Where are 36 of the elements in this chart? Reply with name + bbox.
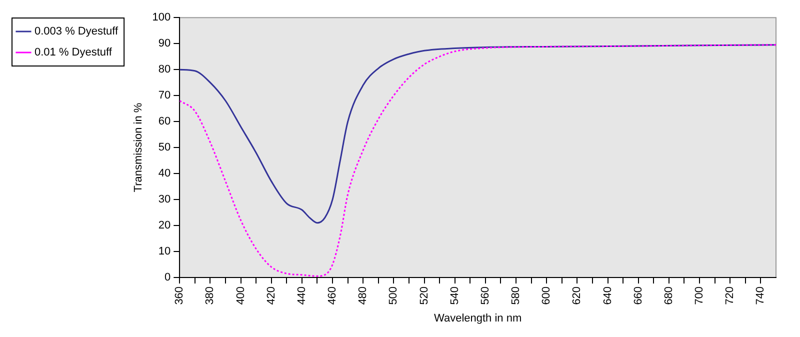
y-tick-label: 90 — [158, 38, 171, 50]
x-tick-label: 400 — [234, 286, 247, 305]
x-tick-label: 520 — [418, 286, 430, 305]
x-tick-label: 380 — [204, 286, 216, 305]
x-axis-title: Wavelength in nm — [434, 312, 522, 324]
x-tick-label: 680 — [662, 286, 675, 305]
x-tick-label: 720 — [724, 286, 736, 305]
legend-label: 0.01 % Dyestuff — [34, 46, 113, 59]
legend-label: 0.003 % Dyestuff — [34, 26, 120, 38]
x-tick-label: 600 — [540, 286, 553, 305]
x-tick-label: 640 — [602, 286, 614, 305]
y-tick-label: 40 — [158, 168, 171, 180]
y-tick-label: 70 — [158, 90, 171, 102]
x-tick-label: 740 — [754, 286, 767, 305]
x-tick-label: 420 — [265, 286, 278, 305]
y-axis-title: Transmission in % — [132, 102, 145, 192]
x-tick-label: 660 — [632, 286, 644, 305]
line-series — [180, 44, 776, 224]
x-tick-label: 580 — [510, 286, 522, 305]
x-tick-label: 440 — [296, 286, 308, 305]
y-tick-label: 100 — [152, 12, 171, 24]
x-tick-label: 540 — [448, 286, 461, 305]
x-tick-label: 460 — [326, 286, 339, 305]
y-tick-label: 50 — [158, 142, 171, 154]
x-tick-label: 360 — [174, 286, 186, 305]
x-tick-label: 700 — [694, 286, 706, 305]
x-tick-label: 620 — [571, 286, 584, 305]
x-tick-label: 560 — [479, 286, 492, 305]
y-tick-label: 0 — [164, 271, 171, 284]
y-tick-label: 10 — [158, 245, 171, 258]
y-tick-label: 80 — [158, 64, 171, 76]
y-tick-label: 60 — [158, 116, 171, 128]
y-tick-label: 20 — [158, 220, 171, 232]
x-tick-label: 480 — [357, 286, 370, 305]
x-tick-label: 500 — [388, 286, 400, 305]
y-tick-label: 30 — [158, 194, 171, 206]
